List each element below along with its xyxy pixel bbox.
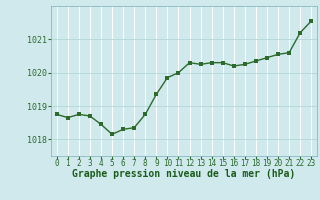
- X-axis label: Graphe pression niveau de la mer (hPa): Graphe pression niveau de la mer (hPa): [72, 169, 296, 179]
